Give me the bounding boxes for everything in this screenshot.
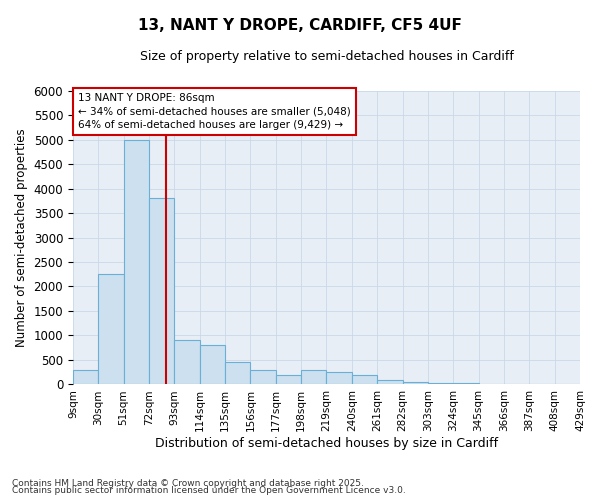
Bar xyxy=(352,374,377,384)
Bar xyxy=(200,346,225,385)
Bar xyxy=(301,370,326,384)
Title: Size of property relative to semi-detached houses in Cardiff: Size of property relative to semi-detach… xyxy=(140,50,514,63)
Text: 13 NANT Y DROPE: 86sqm
← 34% of semi-detached houses are smaller (5,048)
64% of : 13 NANT Y DROPE: 86sqm ← 34% of semi-det… xyxy=(78,94,351,130)
Bar xyxy=(124,140,149,384)
Text: Contains public sector information licensed under the Open Government Licence v3: Contains public sector information licen… xyxy=(12,486,406,495)
Bar xyxy=(98,274,124,384)
Bar xyxy=(175,340,200,384)
X-axis label: Distribution of semi-detached houses by size in Cardiff: Distribution of semi-detached houses by … xyxy=(155,437,498,450)
Text: 13, NANT Y DROPE, CARDIFF, CF5 4UF: 13, NANT Y DROPE, CARDIFF, CF5 4UF xyxy=(138,18,462,32)
Bar xyxy=(250,370,276,384)
Y-axis label: Number of semi-detached properties: Number of semi-detached properties xyxy=(15,128,28,347)
Bar xyxy=(149,198,175,384)
Bar xyxy=(276,374,301,384)
Text: Contains HM Land Registry data © Crown copyright and database right 2025.: Contains HM Land Registry data © Crown c… xyxy=(12,478,364,488)
Bar xyxy=(403,382,428,384)
Bar xyxy=(377,380,403,384)
Bar xyxy=(326,372,352,384)
Bar xyxy=(428,383,453,384)
Bar xyxy=(225,362,250,384)
Bar xyxy=(73,370,98,384)
